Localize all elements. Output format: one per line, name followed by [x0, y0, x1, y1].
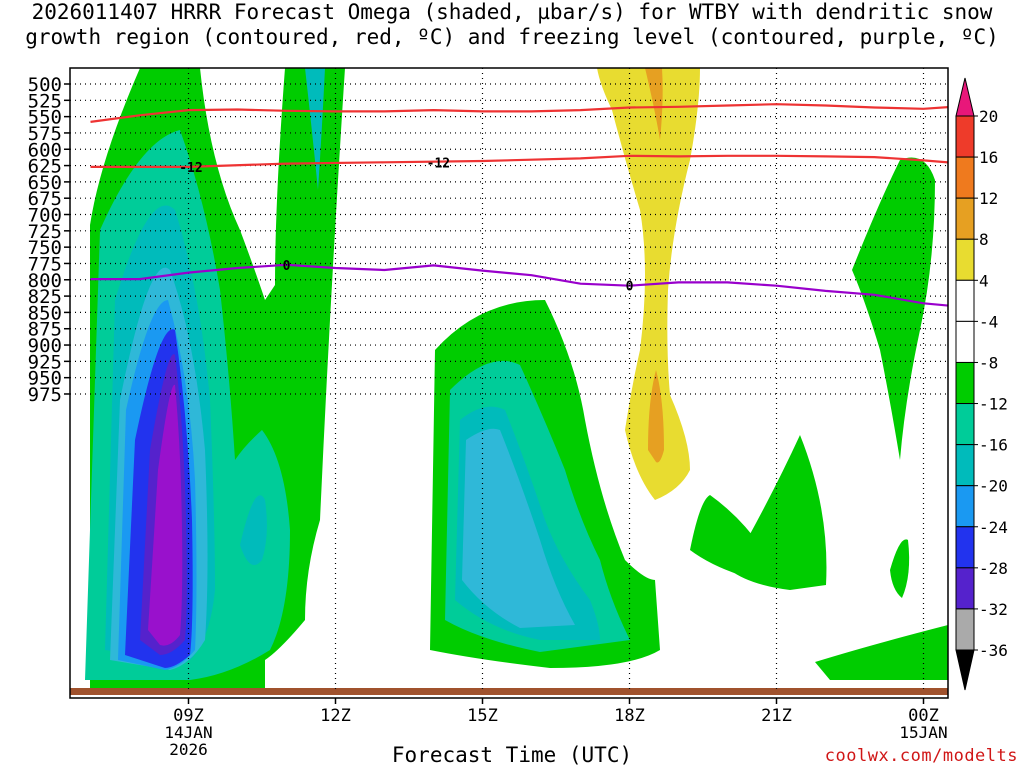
omega-region-teal-upper	[305, 68, 325, 190]
axes: 5005255505756006256506757007257507758008…	[28, 67, 949, 759]
y-tick-label: 625	[28, 156, 62, 178]
colorbar-segment	[955, 197, 975, 240]
colorbar-bottom-arrow	[955, 649, 975, 691]
contour-lines: -12 -12 0 0	[90, 103, 948, 307]
colorbar-label: 12	[979, 189, 998, 208]
grid-lines	[70, 68, 948, 690]
x-tick-label: 09Z	[173, 706, 204, 726]
y-tick-label: 575	[28, 123, 62, 145]
y-tick-label: 900	[28, 335, 62, 357]
y-tick-label: 950	[28, 368, 62, 390]
y-tick-label: 825	[28, 286, 62, 308]
x-tick-label: 21Z	[761, 706, 792, 726]
omega-region-teal-small	[240, 495, 267, 565]
colorbar-label: -16	[979, 436, 1008, 455]
colorbar: 20 16 12 8 4 -4 -8 -12 -16 -20 -24 -28 -32 -36	[955, 77, 1008, 691]
dgz-contour-label: -12	[179, 161, 202, 176]
colorbar-label: 4	[979, 271, 989, 290]
omega-shading	[70, 68, 948, 695]
y-tick-label: 725	[28, 221, 62, 243]
colorbar-segment	[955, 279, 975, 322]
dgz-lower-contour	[90, 154, 948, 168]
colorbar-label: -4	[979, 312, 998, 331]
y-tick-label: 975	[28, 384, 62, 406]
colorbar-label: 16	[979, 148, 998, 167]
y-tick-label: 550	[28, 107, 62, 129]
omega-region-cyan-middle	[462, 428, 575, 628]
colorbar-label: -8	[979, 353, 998, 372]
dgz-upper-contour	[90, 103, 948, 123]
omega-region-green-right-2	[730, 435, 827, 590]
colorbar-label: -28	[979, 559, 1008, 578]
omega-region-purple	[148, 384, 183, 646]
colorbar-segment	[955, 238, 975, 281]
colorbar-segment	[955, 403, 975, 446]
omega-region-orange-top	[645, 68, 663, 140]
freezing-contour-label: 0	[626, 280, 634, 295]
y-tick-label: 800	[28, 270, 62, 292]
colorbar-label: 8	[979, 230, 989, 249]
colorbar-label: -12	[979, 395, 1008, 414]
dgz-contour-label: -12	[427, 156, 450, 171]
title-line-1: 2026011407 HRRR Forecast Omega (shaded, …	[31, 0, 993, 24]
title-line-2: growth region (contoured, red, ºC) and f…	[25, 25, 999, 49]
plot-frame	[69, 67, 949, 699]
x-tick-sublabel: 15JAN	[899, 723, 947, 742]
y-tick-label: 875	[28, 319, 62, 341]
y-tick-label: 850	[28, 302, 62, 324]
colorbar-label: -24	[979, 518, 1008, 537]
freezing-level-contour	[90, 263, 948, 307]
terrain-strip	[70, 688, 948, 695]
colorbar-segment	[955, 361, 975, 405]
x-tick-sublabel: 2026	[169, 740, 208, 759]
y-tick-label: 650	[28, 172, 62, 194]
y-tick-label: 700	[28, 205, 62, 227]
x-tick-label: 12Z	[320, 706, 351, 726]
omega-region-green-right-4	[890, 539, 910, 598]
colorbar-label: -20	[979, 477, 1008, 496]
colorbar-segment	[955, 526, 975, 569]
y-tick-label: 775	[28, 253, 62, 275]
omega-region-orange-mid	[648, 370, 664, 463]
y-tick-label: 525	[28, 90, 62, 112]
colorbar-top-arrow	[955, 77, 975, 117]
colorbar-segment	[955, 444, 975, 487]
y-tick-label: 600	[28, 139, 62, 161]
colorbar-segment	[955, 156, 975, 199]
colorbar-segment	[955, 567, 975, 610]
x-tick-sublabel: 14JAN	[164, 723, 212, 742]
y-tick-label: 925	[28, 351, 62, 373]
colorbar-segment	[955, 608, 975, 651]
freezing-contour-label: 0	[283, 259, 291, 274]
colorbar-label: 20	[979, 107, 998, 126]
x-tick-label: 00Z	[908, 706, 939, 726]
colorbar-segment	[955, 115, 975, 158]
y-tick-label: 675	[28, 188, 62, 210]
x-tick-label: 15Z	[467, 706, 498, 726]
y-tick-label: 750	[28, 237, 62, 259]
omega-region-green-right-3	[852, 157, 935, 460]
colorbar-segment	[955, 485, 975, 528]
y-tick-label: 500	[28, 74, 62, 96]
colorbar-label: -32	[979, 600, 1008, 619]
colorbar-segment	[955, 320, 975, 363]
x-tick-label: 18Z	[614, 706, 645, 726]
omega-region-green-bottom	[815, 625, 948, 680]
colorbar-label: -36	[979, 641, 1008, 660]
site-credit: coolwx.com/modelts	[824, 746, 1018, 766]
chart-title: 2026011407 HRRR Forecast Omega (shaded, …	[0, 0, 1024, 50]
x-axis-title: Forecast Time (UTC)	[391, 743, 633, 767]
